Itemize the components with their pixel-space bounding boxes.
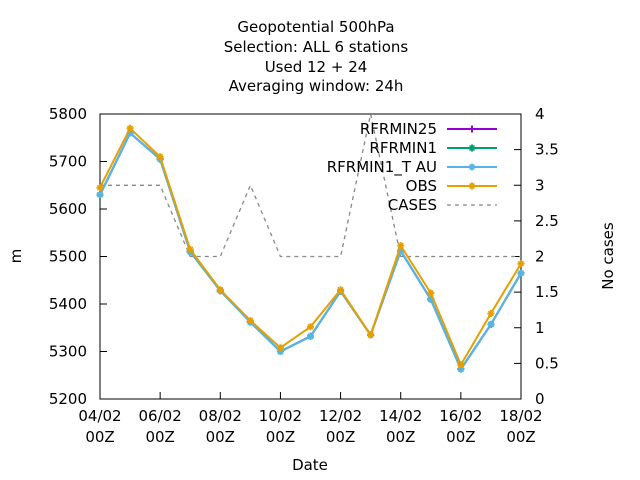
chart-title-line-3: Used 12 + 24 [265,58,368,76]
legend-label: RFRMIN1_T AU [327,158,437,177]
x-tick-label: 00Z [266,428,295,446]
data-point [517,260,525,267]
y-tick-label: 5200 [49,390,87,408]
data-point [277,344,284,351]
series-line [100,113,521,258]
data-point [487,310,494,317]
y2-tick-label: 0.5 [535,354,559,372]
legend-marker [468,144,476,152]
data-point [487,321,494,328]
data-point [337,286,344,293]
y-tick-label: 5500 [49,248,87,266]
data-point [457,361,464,368]
y2-tick-label: 2 [535,248,545,266]
y2-tick-label: 3 [535,176,545,194]
data-point [397,242,404,249]
y2-tick-label: 0 [535,390,545,408]
x-tick-label: 00Z [85,428,114,446]
y-tick-label: 5300 [49,343,87,361]
y-tick-label: 5600 [49,200,87,218]
y-tick-label: 5700 [49,153,87,171]
x-tick-label: 06/02 [139,407,182,425]
series-cases [100,113,521,258]
data-point [127,129,134,137]
chart-title: Geopotential 500hPa Selection: ALL 6 sta… [224,18,409,95]
data-point [96,184,104,191]
x-tick-label: 00Z [206,428,235,446]
y2-axis-label: No cases [599,222,617,290]
x-tick-label: 04/02 [78,407,121,425]
x-tick-label: 00Z [326,428,355,446]
x-tick-label: 00Z [386,428,415,446]
legend-marker [468,163,476,171]
y-tick-label: 5800 [49,105,87,123]
y2-tick-label: 3.5 [535,141,559,159]
x-tick-label: 16/02 [439,407,482,425]
data-point [217,286,224,293]
x-tick-label: 10/02 [259,407,302,425]
x-axis-label: Date [292,456,328,474]
x-tick-label: 14/02 [379,407,422,425]
legend-label: RFRMIN1 [369,139,437,157]
y-axis-label: m [7,249,25,264]
y2-tick-label: 1.5 [535,283,559,301]
y2-tick-label: 2.5 [535,212,559,230]
data-point [96,191,104,198]
axes: 5200 5300 5400 5500 5600 5700 5800 0 0.5 1 1.5 2 2.5… [49,105,559,446]
chart-title-line-4: Averaging window: 24h [229,77,404,95]
series-group [96,113,525,373]
x-tick-label: 18/02 [499,407,542,425]
chart-title-line-2: Selection: ALL 6 stations [224,38,409,56]
data-point [187,246,194,253]
data-point [517,270,525,277]
legend-marker [468,182,476,190]
x-tick-label: 08/02 [199,407,242,425]
x-tick-label: 12/02 [319,407,362,425]
y-tick-label: 5400 [49,295,87,313]
legend-label: CASES [388,196,437,214]
chart-title-line-1: Geopotential 500hPa [237,18,394,36]
legend-label: OBS [406,177,437,195]
x-tick-label: 00Z [446,428,475,446]
data-point [307,323,314,330]
x-tick-label: 00Z [145,428,174,446]
data-point [157,153,164,160]
data-point [127,125,134,132]
data-point [247,317,254,324]
series-rfrmin1-au [96,129,525,373]
data-point [307,333,314,340]
data-point [367,331,374,338]
y2-tick-label: 1 [535,319,545,337]
legend-label: RFRMIN25 [360,120,437,138]
series-obs [96,124,525,369]
y2-tick-label: 4 [535,105,545,123]
data-point [427,290,434,297]
x-tick-label: 00Z [506,428,535,446]
